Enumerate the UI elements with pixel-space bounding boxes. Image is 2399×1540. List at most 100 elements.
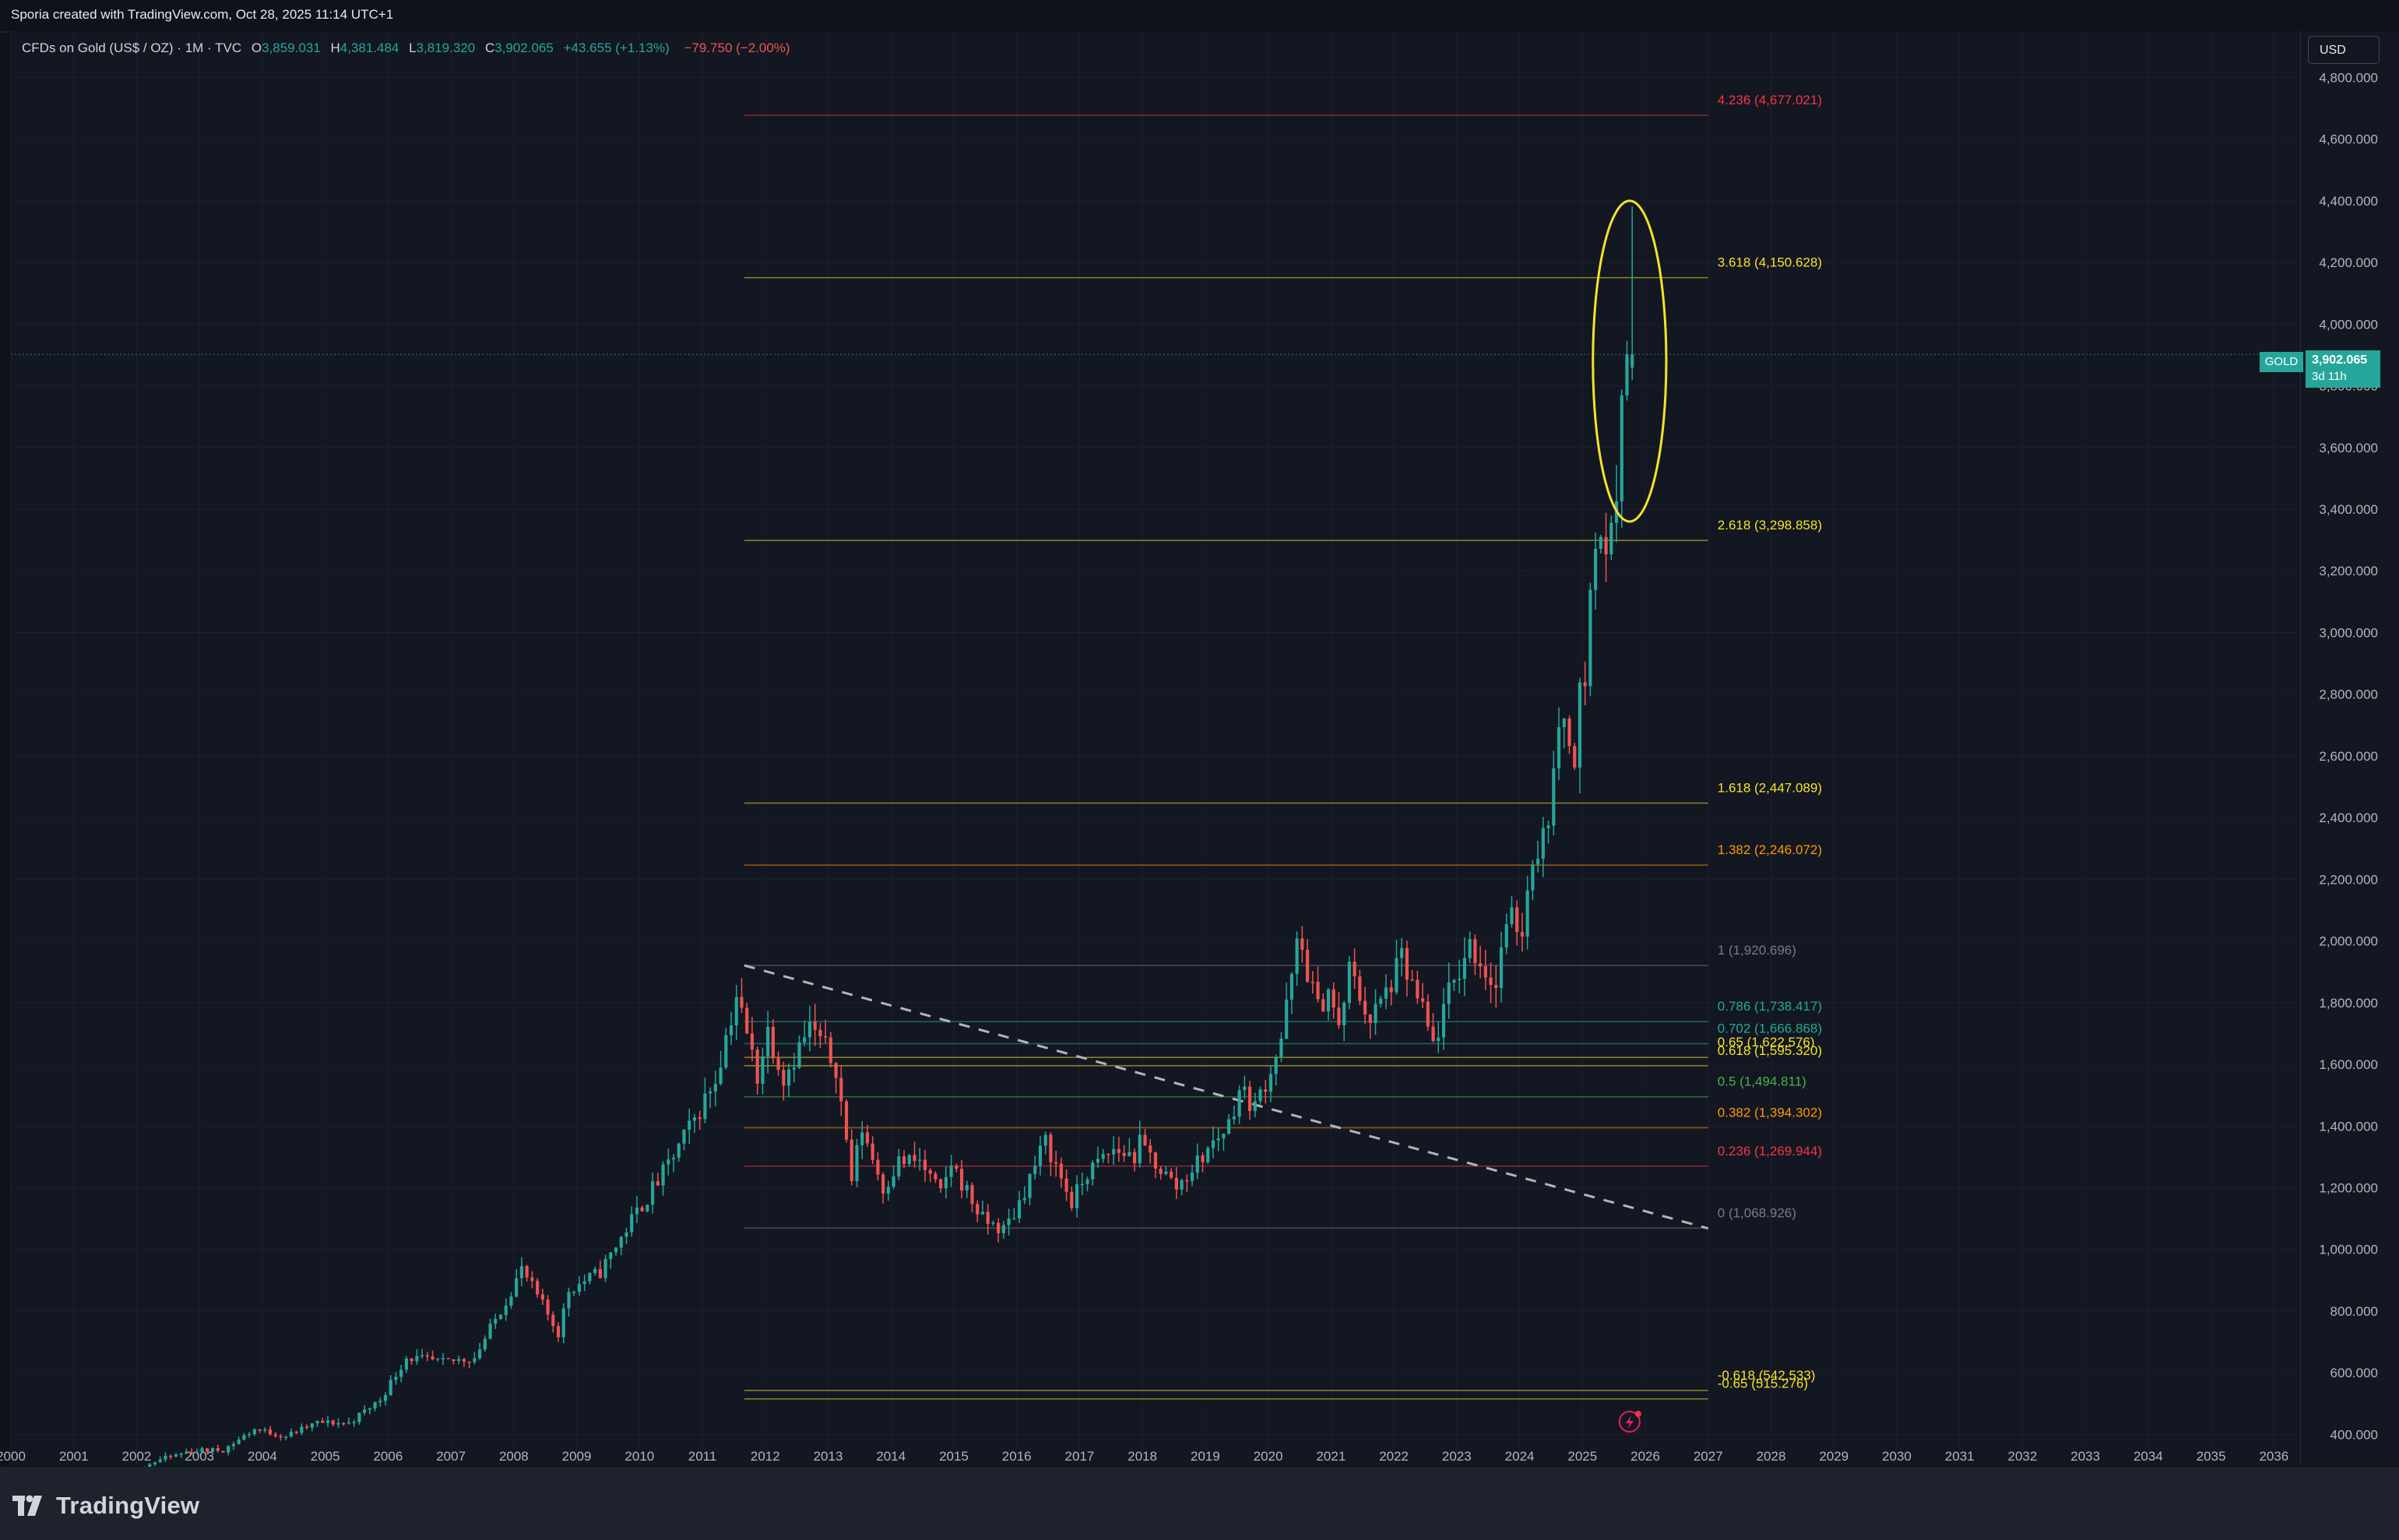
x-tick-label: 2021 xyxy=(1316,1449,1345,1464)
x-tick-label: 2000 xyxy=(0,1449,26,1464)
candle-body xyxy=(734,997,738,1026)
candle-body xyxy=(593,1268,597,1274)
candle-body xyxy=(1153,1152,1158,1169)
candle-body xyxy=(546,1299,550,1315)
candle-body xyxy=(174,1454,178,1457)
candle-body xyxy=(1243,1086,1247,1091)
chart-pane[interactable] xyxy=(11,31,2300,1465)
candle-body xyxy=(389,1380,392,1395)
candle-body xyxy=(1379,998,1383,1004)
candle-body xyxy=(1599,536,1602,550)
candle-body xyxy=(221,1450,225,1453)
candle-body xyxy=(671,1157,676,1160)
candle-body xyxy=(1279,1038,1283,1057)
candle-body xyxy=(740,997,744,1008)
candle-body xyxy=(786,1069,791,1086)
candle-body xyxy=(750,1033,755,1050)
candle-body xyxy=(986,1211,990,1224)
candle-body xyxy=(1310,982,1314,983)
candle-body xyxy=(1384,987,1388,999)
x-tick-label: 2032 xyxy=(2008,1449,2038,1464)
candle-body xyxy=(368,1408,371,1410)
fib-level-label: 3.618 (4,150.628) xyxy=(1718,255,1822,270)
candle-body xyxy=(1441,1004,1446,1038)
candle-body xyxy=(1431,1026,1435,1042)
candle-body xyxy=(755,1050,759,1084)
candle-body xyxy=(918,1159,922,1162)
candle-body xyxy=(1326,989,1331,1012)
candle-body xyxy=(1541,828,1545,859)
candle-body xyxy=(325,1420,330,1423)
candle-body xyxy=(1405,948,1409,980)
candle-body xyxy=(473,1358,477,1362)
candle-body xyxy=(415,1355,419,1362)
x-tick-label: 2033 xyxy=(2070,1449,2100,1464)
candle-body xyxy=(567,1292,571,1309)
candle-body xyxy=(1504,924,1508,948)
candle-body xyxy=(488,1324,492,1339)
y-tick-label: 4,000.000 xyxy=(2319,317,2378,332)
x-tick-label: 2012 xyxy=(751,1449,780,1464)
candle-body xyxy=(1216,1138,1220,1141)
candle-body xyxy=(252,1429,256,1434)
candle-body xyxy=(237,1439,241,1444)
candle-body xyxy=(399,1369,403,1377)
x-tick-label: 2035 xyxy=(2197,1449,2226,1464)
candle-body xyxy=(844,1101,849,1140)
candle-body xyxy=(1536,858,1540,865)
y-tick-label: 400.000 xyxy=(2330,1427,2378,1442)
fib-level-label: 0.236 (1,269.944) xyxy=(1718,1144,1822,1159)
candle-body xyxy=(1033,1166,1037,1174)
candle-body xyxy=(1022,1197,1026,1201)
candle-body xyxy=(1170,1171,1173,1178)
candle-body xyxy=(363,1409,367,1413)
currency-button[interactable]: USD xyxy=(2308,36,2380,64)
tradingview-brand[interactable]: TradingView xyxy=(12,1492,199,1520)
candle-body xyxy=(871,1143,874,1160)
candle-body xyxy=(876,1159,880,1175)
candle-body xyxy=(410,1358,413,1362)
candle-body xyxy=(1028,1173,1032,1198)
candle-body xyxy=(682,1130,686,1144)
candle-body xyxy=(373,1402,377,1408)
candle-body xyxy=(881,1174,885,1194)
candle-body xyxy=(782,1070,786,1086)
candle-body xyxy=(404,1358,409,1370)
candle-body xyxy=(190,1451,194,1454)
candle-body xyxy=(383,1394,388,1401)
candle-body xyxy=(897,1156,901,1176)
candle-body xyxy=(1101,1154,1105,1159)
candle-body xyxy=(1043,1134,1047,1146)
candle-body xyxy=(195,1451,199,1454)
candle-body xyxy=(169,1455,173,1457)
candle-body xyxy=(598,1268,602,1278)
candle-body xyxy=(1337,1007,1341,1025)
candle-body xyxy=(839,1078,843,1102)
candle-body xyxy=(561,1308,565,1338)
candle-body xyxy=(1426,1001,1430,1027)
candle-body xyxy=(242,1435,246,1440)
candle-body xyxy=(1609,522,1613,554)
x-tick-label: 2019 xyxy=(1191,1449,1220,1464)
candle-body xyxy=(1289,973,1294,1000)
candle-body xyxy=(310,1423,314,1428)
candle-body xyxy=(934,1173,937,1180)
candle-body xyxy=(1458,979,1462,980)
candle-body xyxy=(1091,1162,1095,1180)
x-tick-label: 2013 xyxy=(814,1449,843,1464)
price-axis[interactable] xyxy=(2300,31,2399,1465)
candle-body xyxy=(923,1159,927,1170)
candle-body xyxy=(1117,1148,1120,1153)
candle-body xyxy=(1122,1152,1126,1156)
candle-body xyxy=(913,1155,916,1162)
y-tick-label: 2,600.000 xyxy=(2319,749,2378,764)
candle-body xyxy=(1588,589,1592,687)
y-tick-label: 1,400.000 xyxy=(2319,1119,2378,1134)
candle-body xyxy=(1321,999,1325,1012)
legend-symbol: CFDs on Gold (US$ / OZ) · 1M · TVC xyxy=(22,40,242,55)
candle-body xyxy=(1059,1163,1063,1179)
candle-body xyxy=(1358,976,1362,1001)
candle-body xyxy=(860,1132,864,1145)
x-tick-label: 2026 xyxy=(1630,1449,1660,1464)
